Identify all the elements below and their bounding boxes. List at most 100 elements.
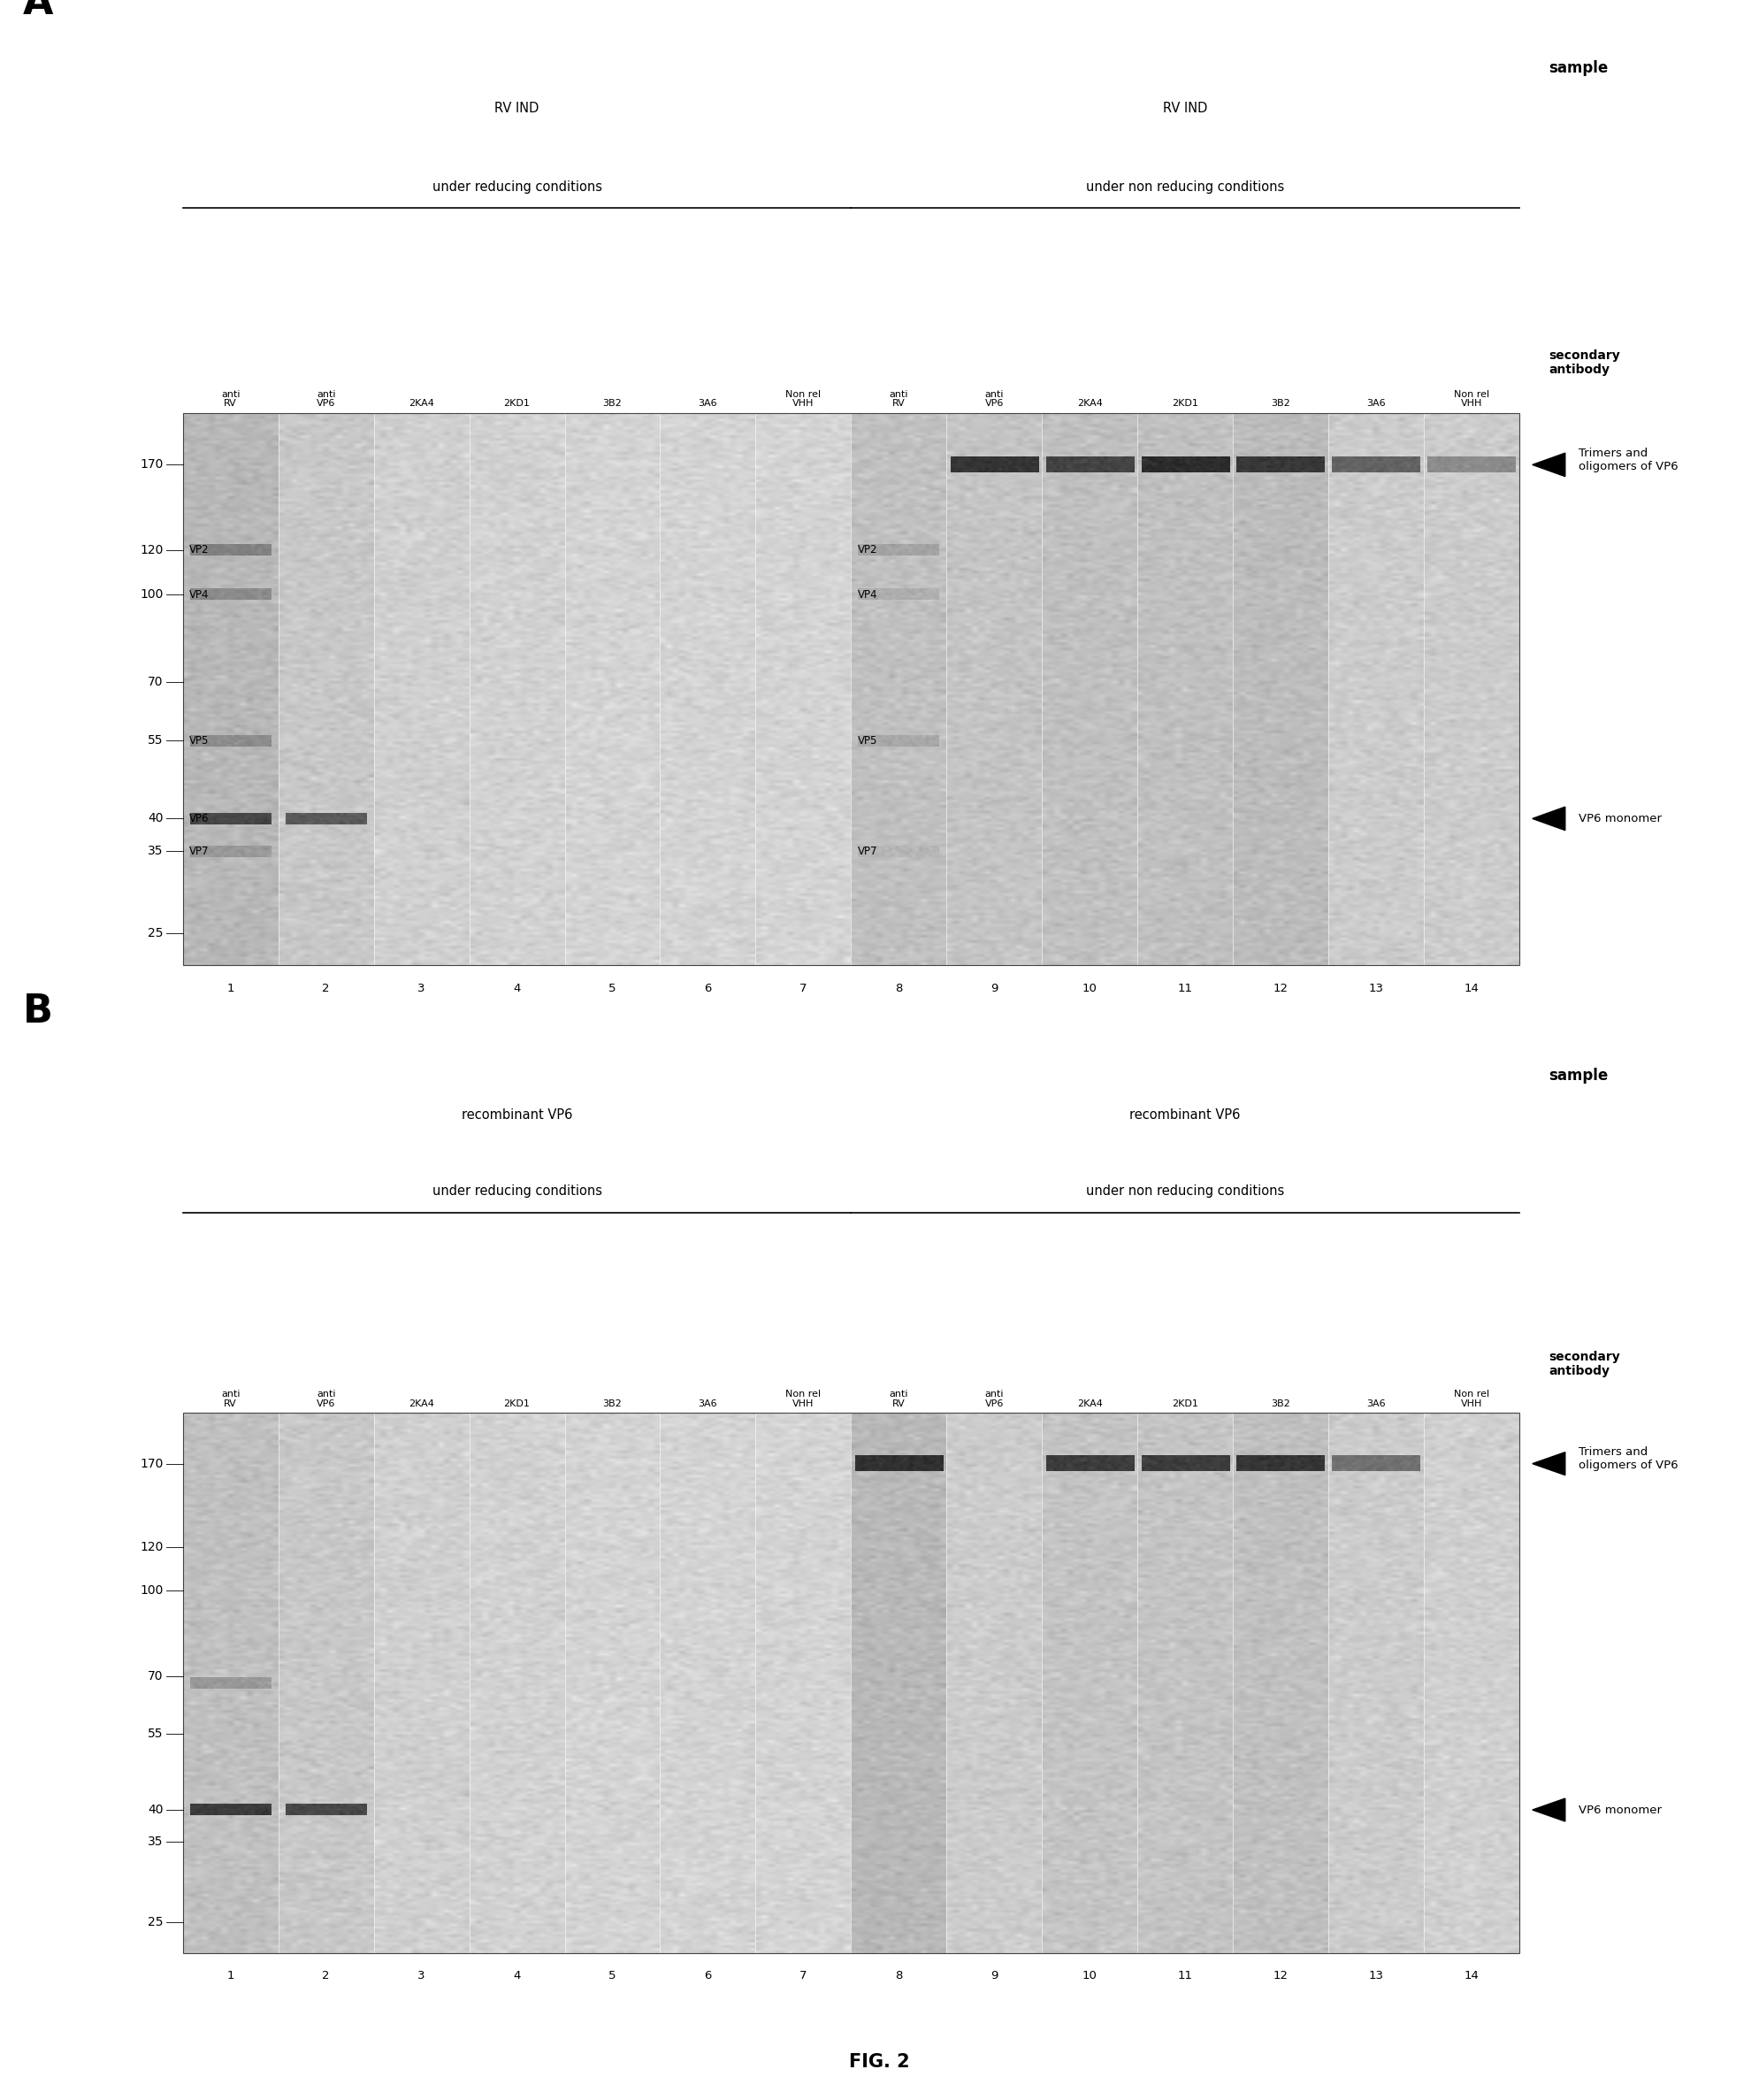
Polygon shape <box>1532 806 1566 830</box>
Text: VP4: VP4 <box>190 588 209 601</box>
Text: VP6 monomer: VP6 monomer <box>1578 813 1660 825</box>
Text: 13: 13 <box>1369 983 1384 993</box>
Text: 11: 11 <box>1179 983 1193 993</box>
Text: sample: sample <box>1548 61 1608 76</box>
Text: 9: 9 <box>990 1970 997 1982</box>
Text: 3: 3 <box>417 983 426 993</box>
Text: VP6 monomer: VP6 monomer <box>1578 1804 1660 1817</box>
Text: VP5: VP5 <box>858 735 878 746</box>
Text: VP6: VP6 <box>190 813 209 825</box>
Text: 2KA4: 2KA4 <box>408 1399 434 1409</box>
Text: VP7: VP7 <box>190 846 209 857</box>
Polygon shape <box>1532 1453 1566 1474</box>
Text: 6: 6 <box>704 1970 712 1982</box>
Text: 100: 100 <box>141 588 164 601</box>
Text: 3B2: 3B2 <box>1272 399 1291 407</box>
Text: 8: 8 <box>895 1970 902 1982</box>
Text: anti
RV: anti RV <box>222 1390 239 1409</box>
Text: 2KA4: 2KA4 <box>1077 1399 1103 1409</box>
Text: 12: 12 <box>1274 983 1288 993</box>
Text: 170: 170 <box>141 458 164 470</box>
Text: 2KA4: 2KA4 <box>1077 399 1103 407</box>
Text: anti
RV: anti RV <box>890 391 908 407</box>
Text: 3B2: 3B2 <box>603 1399 623 1409</box>
Text: 2KD1: 2KD1 <box>503 1399 529 1409</box>
Text: 4: 4 <box>514 983 521 993</box>
Text: 7: 7 <box>800 1970 807 1982</box>
Text: Non rel
VHH: Non rel VHH <box>1455 391 1490 407</box>
Text: anti
VP6: anti VP6 <box>985 391 1004 407</box>
Text: Non rel
VHH: Non rel VHH <box>786 1390 821 1409</box>
Text: secondary
antibody: secondary antibody <box>1548 349 1620 376</box>
Text: 14: 14 <box>1463 1970 1479 1982</box>
Text: 1: 1 <box>227 1970 234 1982</box>
Text: 5: 5 <box>609 1970 616 1982</box>
Text: 25: 25 <box>148 928 164 939</box>
Text: A: A <box>23 0 53 23</box>
Text: anti
RV: anti RV <box>890 1390 908 1409</box>
Text: 2KD1: 2KD1 <box>1171 1399 1198 1409</box>
Polygon shape <box>1532 1798 1566 1821</box>
Text: VP5: VP5 <box>190 735 209 746</box>
Bar <box>183 1413 1520 1953</box>
Text: anti
VP6: anti VP6 <box>317 1390 336 1409</box>
Polygon shape <box>1532 454 1566 477</box>
Text: 3B2: 3B2 <box>1272 1399 1291 1409</box>
Text: Non rel
VHH: Non rel VHH <box>786 391 821 407</box>
Text: secondary
antibody: secondary antibody <box>1548 1350 1620 1378</box>
Text: 8: 8 <box>895 983 902 993</box>
Bar <box>183 414 1520 964</box>
Text: 3A6: 3A6 <box>1367 399 1386 407</box>
Text: B: B <box>23 993 53 1031</box>
Text: Trimers and
oligomers of VP6: Trimers and oligomers of VP6 <box>1578 1447 1678 1472</box>
Text: 2: 2 <box>322 983 329 993</box>
Text: Trimers and
oligomers of VP6: Trimers and oligomers of VP6 <box>1578 447 1678 472</box>
Text: RV IND: RV IND <box>494 103 540 115</box>
Text: VP2: VP2 <box>858 544 878 556</box>
Text: 3B2: 3B2 <box>603 399 623 407</box>
Text: 9: 9 <box>990 983 997 993</box>
Text: 55: 55 <box>148 1728 164 1741</box>
Text: 70: 70 <box>148 1670 164 1682</box>
Text: 5: 5 <box>609 983 616 993</box>
Text: 10: 10 <box>1082 1970 1098 1982</box>
Text: 4: 4 <box>514 1970 521 1982</box>
Text: anti
RV: anti RV <box>222 391 239 407</box>
Text: 40: 40 <box>148 813 164 825</box>
Text: 3: 3 <box>417 1970 426 1982</box>
Text: 13: 13 <box>1369 1970 1384 1982</box>
Text: 3A6: 3A6 <box>698 1399 718 1409</box>
Text: 40: 40 <box>148 1804 164 1817</box>
Text: 10: 10 <box>1082 983 1098 993</box>
Text: 2KD1: 2KD1 <box>503 399 529 407</box>
Text: anti
VP6: anti VP6 <box>317 391 336 407</box>
Text: 2: 2 <box>322 1970 329 1982</box>
Text: RV IND: RV IND <box>1163 103 1207 115</box>
Text: 100: 100 <box>141 1583 164 1596</box>
Text: 2KD1: 2KD1 <box>1171 399 1198 407</box>
Text: 70: 70 <box>148 676 164 689</box>
Text: 7: 7 <box>800 983 807 993</box>
Text: sample: sample <box>1548 1067 1608 1084</box>
Text: FIG. 2: FIG. 2 <box>850 2054 909 2071</box>
Text: under reducing conditions: under reducing conditions <box>433 1184 602 1199</box>
Text: 14: 14 <box>1463 983 1479 993</box>
Text: 170: 170 <box>141 1457 164 1470</box>
Text: under non reducing conditions: under non reducing conditions <box>1085 181 1284 193</box>
Text: anti
VP6: anti VP6 <box>985 1390 1004 1409</box>
Text: 120: 120 <box>141 544 164 556</box>
Text: Non rel
VHH: Non rel VHH <box>1455 1390 1490 1409</box>
Text: recombinant VP6: recombinant VP6 <box>1129 1109 1240 1121</box>
Text: 6: 6 <box>704 983 712 993</box>
Text: VP7: VP7 <box>858 846 878 857</box>
Text: VP2: VP2 <box>190 544 209 556</box>
Text: 1: 1 <box>227 983 234 993</box>
Text: 25: 25 <box>148 1915 164 1928</box>
Text: 120: 120 <box>141 1541 164 1554</box>
Text: 55: 55 <box>148 735 164 748</box>
Text: under non reducing conditions: under non reducing conditions <box>1085 1184 1284 1199</box>
Text: 2KA4: 2KA4 <box>408 399 434 407</box>
Text: 11: 11 <box>1179 1970 1193 1982</box>
Text: 3A6: 3A6 <box>698 399 718 407</box>
Text: 35: 35 <box>148 844 164 857</box>
